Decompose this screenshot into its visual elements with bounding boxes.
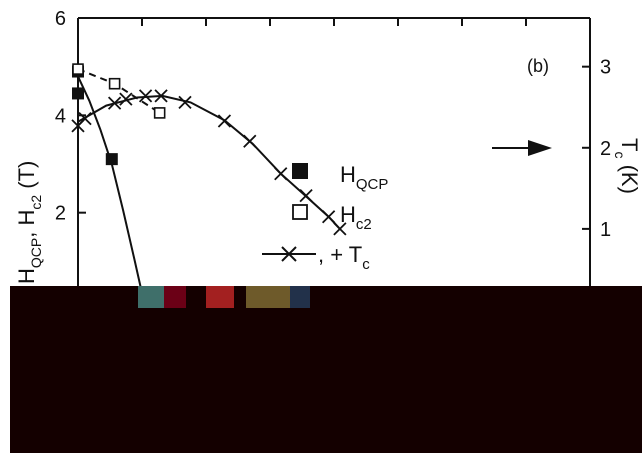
series-tc-point bbox=[333, 222, 347, 236]
series-tc-point bbox=[78, 111, 92, 126]
series-hqcp-point bbox=[72, 87, 84, 100]
series-hc2-point bbox=[72, 63, 84, 75]
series-tc-point bbox=[107, 96, 122, 110]
right-axis-title: Tc (K) bbox=[612, 138, 642, 194]
svg-text:Tc (K): Tc (K) bbox=[612, 138, 642, 194]
left-axis-title: HQCP, Hc2 (T) bbox=[14, 161, 44, 284]
noise-strip-5 bbox=[290, 286, 310, 308]
series-tc-point bbox=[119, 92, 133, 106]
svg-text:HQCP, Hc2 (T): HQCP, Hc2 (T) bbox=[14, 161, 44, 284]
legend-tc-cross bbox=[281, 246, 297, 262]
series-tc-point bbox=[299, 188, 313, 203]
arrow-annotation bbox=[492, 140, 552, 156]
left-axis-title-mid: , H bbox=[14, 210, 39, 238]
series-markers bbox=[71, 63, 347, 236]
series-tc-point bbox=[154, 89, 168, 103]
svg-text:HQCP: HQCP bbox=[340, 162, 388, 193]
left-axis-title-sub2: c2 bbox=[28, 195, 44, 210]
left-axis-title-unit: (T) bbox=[14, 161, 39, 195]
series-tc-point bbox=[321, 210, 336, 224]
legend-hqcp-sub: QCP bbox=[356, 176, 389, 193]
series-tc-point bbox=[243, 134, 257, 148]
legend-hc2-swatch bbox=[292, 204, 308, 220]
occlusion-block bbox=[10, 286, 642, 453]
series-tc-point bbox=[138, 89, 153, 103]
series-tc-point bbox=[217, 114, 232, 128]
right-axis-title-sub: c bbox=[612, 151, 628, 158]
left-tick-label: 4 bbox=[55, 105, 66, 127]
right-tick-label: 1 bbox=[600, 219, 611, 241]
legend-hc2-main: H bbox=[340, 202, 356, 227]
legend-hqcp-swatch bbox=[292, 163, 308, 179]
series-tc-point bbox=[178, 95, 192, 109]
series-hc2-point bbox=[108, 77, 121, 90]
legend-hqcp-main: H bbox=[340, 162, 356, 187]
left-axis-title-sub1: QCP bbox=[28, 238, 44, 268]
right-tick-label: 3 bbox=[600, 57, 611, 79]
left-tick-label: 6 bbox=[55, 8, 66, 30]
noise-strip-4 bbox=[246, 286, 290, 308]
series-hqcp-curve bbox=[77, 75, 146, 308]
series-hqcp-point bbox=[105, 153, 118, 166]
svg-text:, + Tc: , + Tc bbox=[318, 242, 370, 273]
legend-hc2-sub: c2 bbox=[356, 216, 372, 233]
noise-strip-3 bbox=[206, 286, 234, 308]
right-axis-title-main: T bbox=[617, 138, 642, 151]
svg-text:Hc2: Hc2 bbox=[340, 202, 372, 233]
series-hc2-point bbox=[153, 107, 166, 119]
left-axis-title-main: H bbox=[14, 268, 39, 284]
noise-strip-1 bbox=[138, 286, 164, 308]
noise-strip-2 bbox=[164, 286, 186, 308]
legend: HQCP Hc2 , + Tc bbox=[262, 162, 388, 273]
right-axis-title-unit: (K) bbox=[617, 158, 642, 193]
legend-tc-sub: c bbox=[362, 256, 370, 273]
right-tick-label: 2 bbox=[600, 138, 611, 160]
series-tc-point bbox=[274, 167, 288, 181]
left-tick-label: 2 bbox=[55, 203, 66, 225]
legend-tc-prefix: , + T bbox=[318, 242, 362, 267]
panel-label: (b) bbox=[527, 56, 549, 76]
